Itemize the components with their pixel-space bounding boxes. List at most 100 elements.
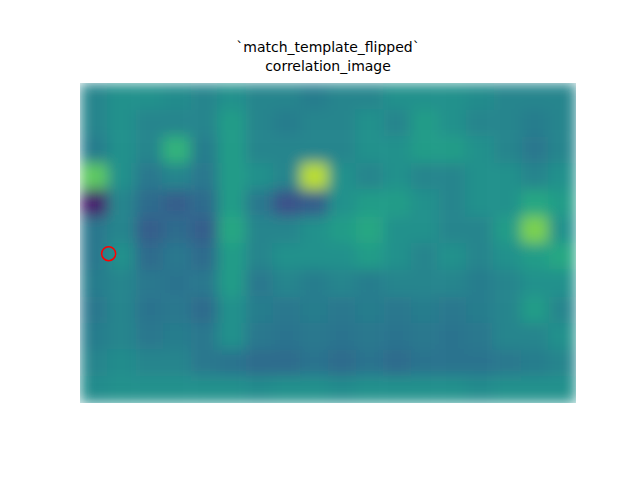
heatmap-cell [383,190,411,217]
heatmap-cell [521,110,549,137]
heatmap-cell [521,323,549,350]
heatmap-cell [273,163,301,190]
heatmap-cell [300,163,328,190]
heatmap-cell [438,296,466,323]
heatmap-cell [80,243,108,270]
heatmap-cell [493,296,521,323]
heatmap-cell [328,163,356,190]
heatmap-cell [245,296,273,323]
heatmap-cell [108,163,136,190]
heatmap-cell [135,110,163,137]
heatmap-cell [273,83,301,110]
chart: `match_template_flipped`correlation_imag… [0,0,640,480]
heatmap-cell [135,350,163,377]
heatmap-cell [493,163,521,190]
heatmap-cell [383,136,411,163]
heatmap-cell [383,270,411,297]
heatmap-cell [466,136,494,163]
heatmap-cell [135,83,163,110]
heatmap-cell [190,110,218,137]
title: `match_template_flipped` [236,39,419,55]
heatmap-cell [300,296,328,323]
heatmap-cell [328,136,356,163]
marker [102,247,116,261]
heatmap-cell [438,110,466,137]
heatmap-cell [218,376,246,403]
heatmap-cell [300,83,328,110]
heatmap-cell [548,136,576,163]
heatmap-cell [356,323,384,350]
heatmap-cell [190,296,218,323]
heatmap-cell [300,216,328,243]
heatmap-cell [245,243,273,270]
heatmap-cell [80,163,108,190]
heatmap-cell [218,190,246,217]
heatmap-cell [245,323,273,350]
heatmap-cell [218,350,246,377]
heatmap-cell [411,376,439,403]
heatmap-cell [135,376,163,403]
heatmap-cell [356,216,384,243]
heatmap-cell [548,243,576,270]
markers [102,247,116,261]
heatmap-cell [438,243,466,270]
heatmap-cell [163,83,191,110]
heatmap-cell [80,296,108,323]
heatmap-cell [438,270,466,297]
heatmap-cell [218,243,246,270]
heatmap-cell [521,243,549,270]
heatmap-cell [190,190,218,217]
heatmap-cell [466,216,494,243]
heatmap-cell [218,83,246,110]
heatmap-cell [328,296,356,323]
heatmap-cell [356,243,384,270]
heatmap-cell [190,136,218,163]
heatmap-cell [356,376,384,403]
heatmap-cell [163,270,191,297]
heatmap-cell [273,323,301,350]
heatmap-cell [548,296,576,323]
heatmap-cell [411,190,439,217]
heatmap-cell [383,216,411,243]
plot-area [80,83,576,403]
heatmap-cell [300,323,328,350]
heatmap-cell [245,83,273,110]
heatmap-cell [548,83,576,110]
heatmap-cell [493,110,521,137]
heatmap-cell [135,296,163,323]
heatmap-cell [521,376,549,403]
heatmap-cell [80,323,108,350]
heatmap-cell [356,110,384,137]
heatmap-cell [163,296,191,323]
heatmap-cell [218,323,246,350]
heatmap-cell [383,110,411,137]
heatmap-cell [466,350,494,377]
heatmap-cell [108,190,136,217]
heatmap-cell [356,350,384,377]
heatmap-cell [300,270,328,297]
heatmap-cell [190,270,218,297]
heatmap-cell [493,190,521,217]
heatmap-cell [108,136,136,163]
heatmap-cell [438,350,466,377]
heatmap-cell [108,110,136,137]
heatmap-cell [80,376,108,403]
heatmap-cell [383,376,411,403]
heatmap-cell [108,350,136,377]
heatmap-cell [163,136,191,163]
heatmap-cell [273,376,301,403]
heatmap-cell [328,243,356,270]
heatmap-cell [356,270,384,297]
heatmap-cell [493,270,521,297]
heatmap-cell [300,376,328,403]
heatmap-cell [135,216,163,243]
heatmap-cell [273,136,301,163]
heatmap-cell [273,296,301,323]
heatmap-cell [300,243,328,270]
heatmap-cell [273,270,301,297]
heatmap-cell [80,216,108,243]
heatmap-cell [521,136,549,163]
heatmap-cell [80,136,108,163]
heatmap-cell [493,323,521,350]
heatmap-cell [163,190,191,217]
